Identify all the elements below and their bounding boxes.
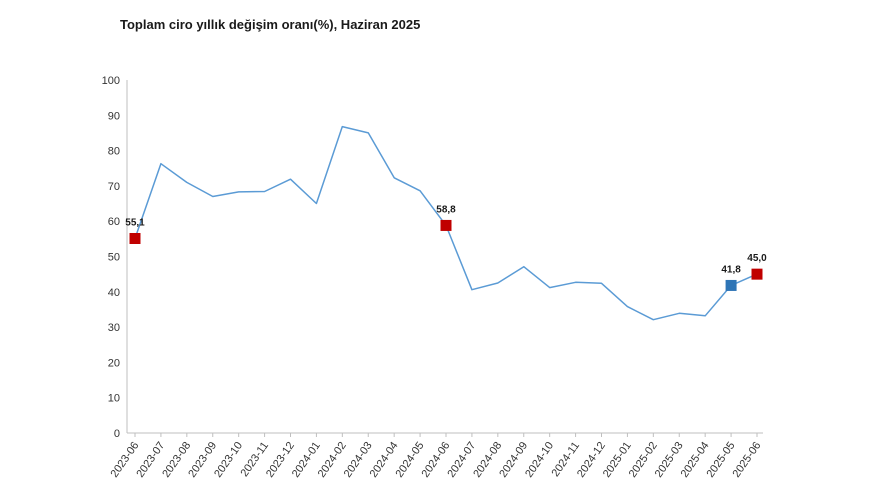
highlight-markers [129,219,763,291]
data-label: 55,1 [125,217,145,228]
y-tick-label: 30 [108,322,120,334]
chart-title: Toplam ciro yıllık değişim oranı(%), Haz… [120,17,421,32]
data-point [704,315,706,317]
data-labels: 55,1 58,8 41,8 45,0 [125,204,767,275]
data-point [471,289,473,291]
x-tick-labels: 2023-062023-072023-082023-092023-102023-… [108,433,763,480]
data-label: 58,8 [436,204,456,215]
data-point [315,203,317,205]
y-tick-label: 20 [108,357,120,369]
data-point [367,132,369,134]
data-point [264,191,266,193]
data-point [575,281,577,283]
axes [126,80,763,434]
data-point [652,319,654,321]
data-point [549,287,551,289]
data-point [160,163,162,165]
y-tick-label: 90 [108,110,120,122]
data-point [393,177,395,179]
highlight-marker [440,219,452,231]
y-tick-labels: 0 10 20 30 40 50 60 70 80 90 100 [102,75,120,440]
y-tick-label: 40 [108,287,120,299]
data-point [601,282,603,284]
data-point [290,178,292,180]
y-tick-label: 10 [108,393,120,405]
data-point [238,191,240,193]
highlight-marker [725,279,737,291]
highlight-marker [129,232,141,244]
y-tick-label: 80 [108,146,120,158]
y-tick-label: 0 [114,428,120,440]
data-label: 41,8 [721,264,741,275]
highlight-marker [751,268,763,280]
data-point [419,190,421,192]
y-tick-label: 100 [102,75,120,87]
data-point [523,266,525,268]
data-point [497,282,499,284]
data-point [212,195,214,197]
data-label: 45,0 [747,253,767,264]
data-point [341,126,343,128]
data-point [626,306,628,308]
y-tick-label: 50 [108,252,120,264]
y-tick-label: 70 [108,181,120,193]
data-point [678,312,680,314]
data-point [186,181,188,183]
y-tick-label: 60 [108,216,120,228]
